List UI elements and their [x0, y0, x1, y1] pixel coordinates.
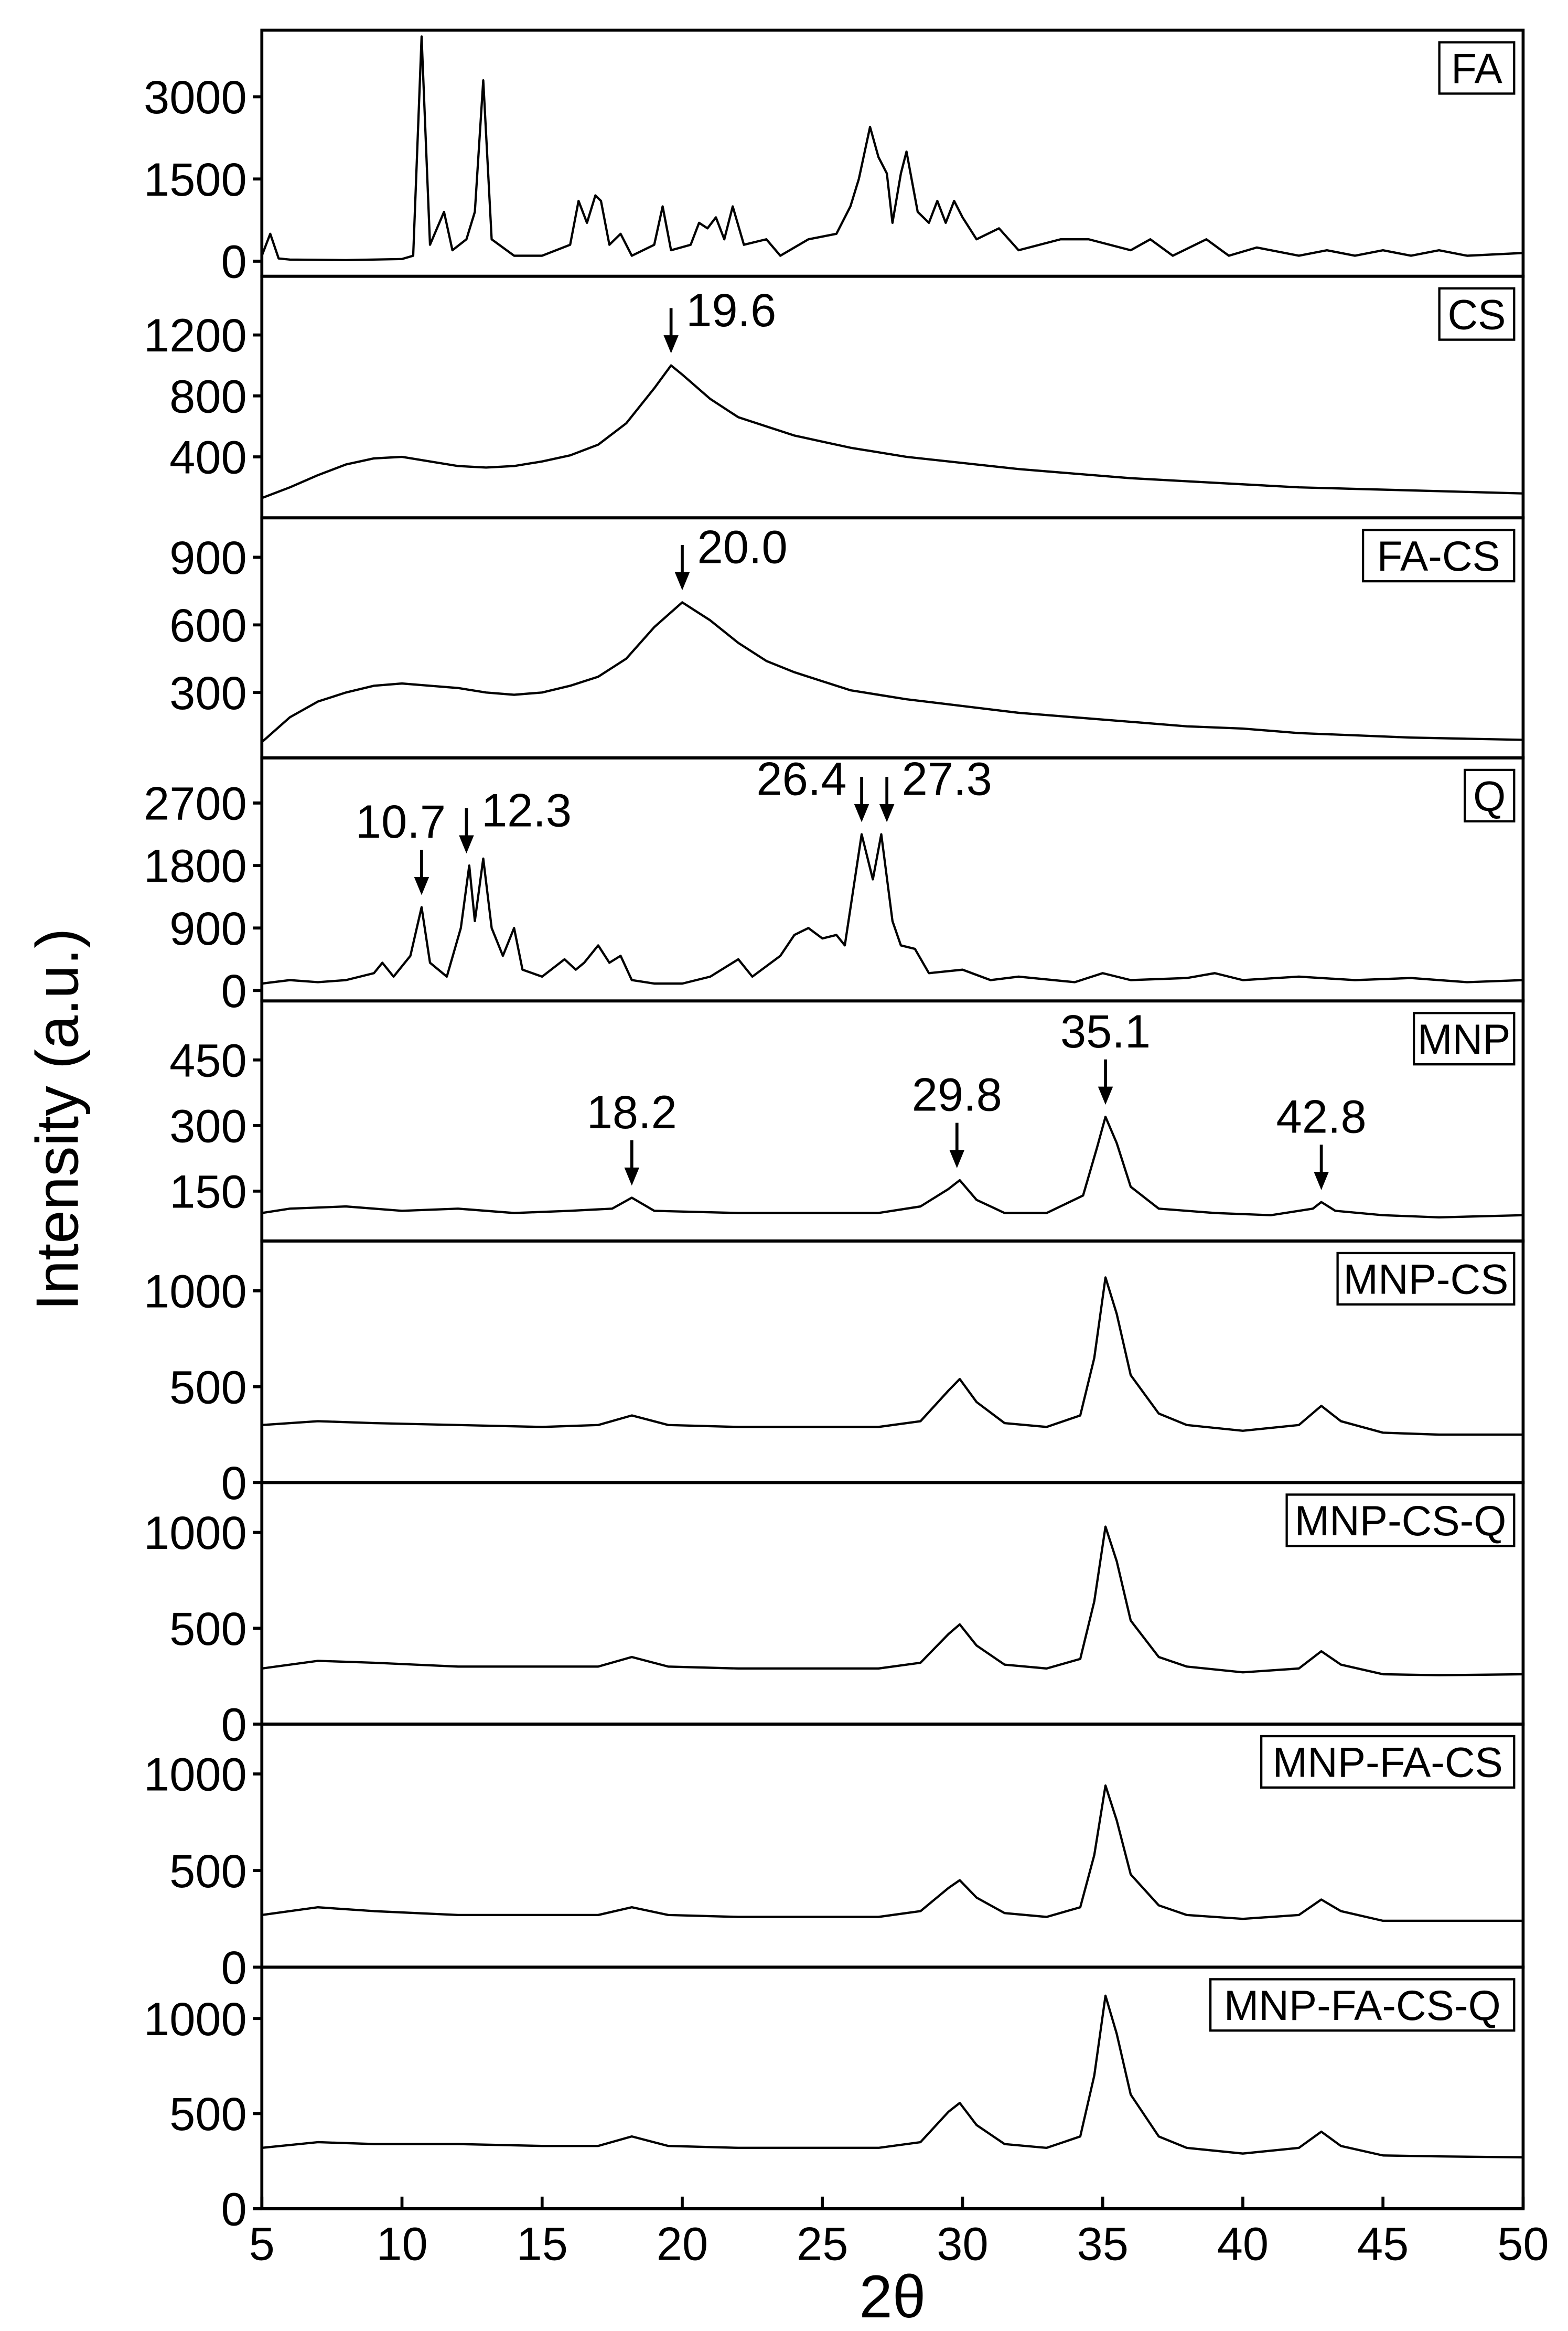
x-tick-label: 15	[517, 2218, 568, 2270]
annotation-label: 29.8	[912, 1068, 1002, 1120]
y-tick-label: 1500	[144, 154, 247, 206]
x-tick-label: 20	[657, 2218, 708, 2270]
legend-box	[1336, 1252, 1516, 1306]
panel-frame	[260, 274, 1525, 520]
x-tick-label: 30	[937, 2218, 988, 2270]
y-tick-label: 1000	[144, 1993, 247, 2045]
annotation-label: 12.3	[481, 784, 572, 836]
legend-label: FA-CS	[1377, 533, 1500, 580]
y-tick-label: 150	[169, 1166, 247, 1217]
x-tick-label: 25	[797, 2218, 848, 2270]
legend-box	[1285, 1493, 1516, 1547]
annotation-arrowhead	[459, 835, 474, 854]
annotation-label: 18.2	[587, 1086, 677, 1138]
y-tick-label: 900	[169, 903, 247, 955]
legend-box	[1209, 1978, 1516, 2032]
y-tick-label: 500	[169, 1361, 247, 1413]
data-line	[262, 1116, 1523, 1219]
y-tick-label: 600	[169, 600, 247, 651]
legend-box	[1260, 1735, 1516, 1789]
x-axis-label: 2θ	[859, 2263, 926, 2331]
data-line	[262, 833, 1523, 985]
data-line	[262, 35, 1523, 262]
annotation-label: 42.8	[1276, 1090, 1367, 1142]
annotation-arrowhead	[624, 1167, 640, 1186]
data-line	[262, 601, 1523, 743]
y-tick-label: 500	[169, 1603, 247, 1655]
annotation-arrowhead	[1314, 1172, 1329, 1190]
x-tick-label: 5	[249, 2218, 275, 2270]
y-tick-label: 500	[169, 2088, 247, 2140]
annotation-label: 26.4	[756, 753, 846, 805]
panel-frame	[260, 1239, 1525, 1484]
y-axis-label: Intensity (a.u.)	[24, 928, 91, 1311]
legend-box	[1463, 768, 1516, 822]
y-tick-label: 300	[169, 667, 247, 719]
legend-label: Q	[1473, 773, 1506, 820]
x-tick-label: 35	[1077, 2218, 1129, 2270]
y-tick-label: 900	[169, 532, 247, 584]
annotation-arrowhead	[1098, 1086, 1113, 1105]
annotation-arrowhead	[949, 1150, 965, 1169]
y-tick-label: 0	[221, 236, 247, 287]
y-tick-label: 450	[169, 1034, 247, 1086]
y-tick-label: 800	[169, 370, 247, 422]
legend-label: MNP	[1417, 1016, 1510, 1063]
y-tick-label: 0	[221, 1942, 247, 1994]
annotation-label: 27.3	[902, 753, 992, 805]
y-tick-label: 300	[169, 1100, 247, 1152]
legend-box	[1438, 287, 1516, 341]
panel-frame	[260, 516, 1525, 760]
y-tick-label: 0	[221, 1457, 247, 1509]
y-tick-label: 500	[169, 1845, 247, 1897]
legend-label: MNP-FA-CS-Q	[1224, 1982, 1501, 2029]
y-tick-label: 400	[169, 431, 247, 483]
annotation-label: 20.0	[697, 521, 788, 573]
y-tick-label: 1000	[144, 1507, 247, 1559]
x-tick-label: 45	[1357, 2218, 1409, 2270]
annotation-label: 19.6	[686, 284, 776, 336]
y-tick-label: 1800	[144, 840, 247, 892]
data-line	[262, 1276, 1523, 1436]
y-tick-label: 0	[221, 965, 247, 1017]
annotation-arrowhead	[663, 335, 679, 354]
annotation-arrowhead	[414, 876, 429, 895]
x-tick-label: 50	[1497, 2218, 1549, 2270]
y-tick-label: 0	[221, 2183, 247, 2235]
legend-label: FA	[1451, 45, 1502, 92]
panel-frame	[260, 1965, 1525, 2210]
legend-box	[1438, 41, 1516, 95]
annotation-label: 10.7	[356, 796, 446, 848]
annotation-arrowhead	[879, 804, 895, 822]
x-tick-label: 10	[376, 2218, 427, 2270]
y-tick-label: 2700	[144, 777, 247, 829]
y-tick-label: 0	[221, 1698, 247, 1750]
legend-box	[1361, 529, 1516, 583]
annotation-arrowhead	[674, 572, 690, 591]
data-line	[262, 364, 1523, 499]
legend-label: MNP-CS-Q	[1295, 1498, 1507, 1545]
annotation-label: 35.1	[1060, 1005, 1151, 1057]
legend-label: CS	[1447, 291, 1506, 338]
y-tick-label: 1000	[144, 1265, 247, 1317]
y-tick-label: 3000	[144, 71, 247, 123]
annotation-arrowhead	[854, 804, 869, 822]
data-line	[262, 1994, 1523, 2159]
x-tick-label: 40	[1217, 2218, 1269, 2270]
y-tick-label: 1200	[144, 309, 247, 361]
data-line	[262, 1525, 1523, 1676]
data-line	[262, 1784, 1523, 1922]
legend-label: MNP-CS	[1343, 1256, 1508, 1303]
y-tick-label: 1000	[144, 1748, 247, 1800]
legend-label: MNP-FA-CS	[1273, 1739, 1503, 1786]
legend-box	[1412, 1012, 1516, 1066]
